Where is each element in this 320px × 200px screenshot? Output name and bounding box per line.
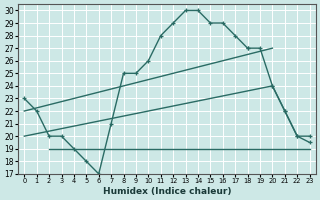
X-axis label: Humidex (Indice chaleur): Humidex (Indice chaleur) bbox=[103, 187, 231, 196]
